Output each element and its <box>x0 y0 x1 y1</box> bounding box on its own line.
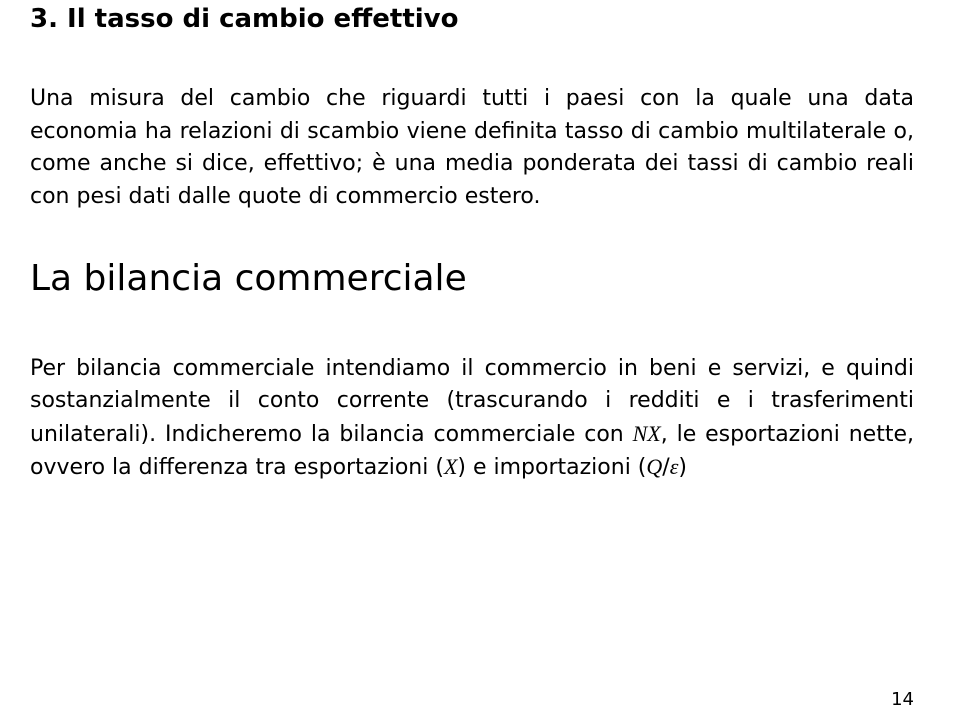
bilancia-paragraph-part1d: ) <box>678 455 687 480</box>
section-3-heading: 3. Il tasso di cambio effettivo <box>30 4 914 35</box>
bilancia-paragraph-part1c: ) e importazioni ( <box>457 455 646 480</box>
bilancia-paragraph: Per bilancia commerciale intendiamo il c… <box>30 353 914 485</box>
math-nx: NX <box>633 421 661 446</box>
math-slash: / <box>662 455 669 480</box>
document-page: 3. Il tasso di cambio effettivo Una misu… <box>0 0 960 720</box>
section-3-paragraph: Una misura del cambio che riguardi tutti… <box>30 83 914 213</box>
math-x: X <box>444 454 457 479</box>
page-number: 14 <box>891 689 914 710</box>
math-q: Q <box>646 454 662 479</box>
bilancia-heading: La bilancia commerciale <box>30 257 914 300</box>
